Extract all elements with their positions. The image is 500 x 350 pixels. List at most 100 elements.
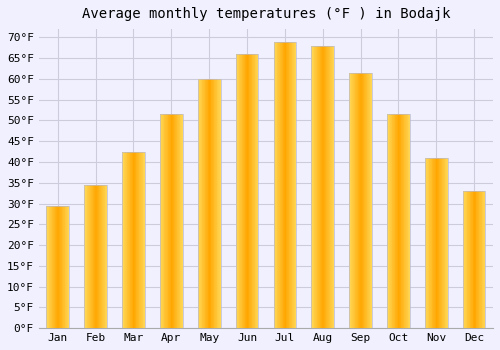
Bar	[179, 114, 180, 328]
Bar	[321, 46, 322, 328]
Bar	[274, 42, 275, 328]
Bar	[360, 73, 362, 328]
Bar	[181, 114, 182, 328]
Bar	[425, 158, 448, 328]
Bar	[218, 79, 219, 328]
Bar	[122, 152, 145, 328]
Bar	[236, 54, 237, 328]
Bar	[481, 191, 482, 328]
Bar	[392, 114, 393, 328]
Bar	[430, 158, 431, 328]
Bar	[405, 114, 406, 328]
Bar	[387, 114, 410, 328]
Bar	[432, 158, 433, 328]
Bar	[64, 206, 66, 328]
Bar	[329, 46, 330, 328]
Bar	[316, 46, 318, 328]
Bar	[97, 185, 98, 328]
Bar	[441, 158, 442, 328]
Bar	[470, 191, 471, 328]
Bar	[293, 42, 294, 328]
Bar	[198, 79, 220, 328]
Bar	[215, 79, 216, 328]
Bar	[198, 79, 220, 328]
Bar	[180, 114, 181, 328]
Bar	[98, 185, 100, 328]
Bar	[434, 158, 435, 328]
Bar	[315, 46, 316, 328]
Bar	[325, 46, 326, 328]
Bar	[403, 114, 404, 328]
Bar	[204, 79, 206, 328]
Bar	[436, 158, 437, 328]
Bar	[446, 158, 447, 328]
Bar	[256, 54, 257, 328]
Bar	[471, 191, 472, 328]
Bar	[312, 46, 313, 328]
Bar	[463, 191, 464, 328]
Bar	[480, 191, 481, 328]
Bar	[142, 152, 144, 328]
Bar	[276, 42, 278, 328]
Bar	[61, 206, 62, 328]
Bar	[314, 46, 315, 328]
Bar	[443, 158, 444, 328]
Bar	[178, 114, 179, 328]
Bar	[219, 79, 220, 328]
Bar	[251, 54, 252, 328]
Bar	[318, 46, 319, 328]
Bar	[465, 191, 466, 328]
Bar	[404, 114, 405, 328]
Bar	[141, 152, 142, 328]
Bar	[134, 152, 135, 328]
Bar	[349, 73, 372, 328]
Bar	[324, 46, 325, 328]
Bar	[274, 42, 296, 328]
Bar	[166, 114, 167, 328]
Bar	[138, 152, 140, 328]
Bar	[388, 114, 390, 328]
Bar	[371, 73, 372, 328]
Bar	[66, 206, 67, 328]
Bar	[428, 158, 430, 328]
Bar	[390, 114, 391, 328]
Bar	[243, 54, 244, 328]
Bar	[440, 158, 441, 328]
Bar	[246, 54, 247, 328]
Bar	[209, 79, 210, 328]
Bar	[162, 114, 163, 328]
Bar	[201, 79, 202, 328]
Bar	[312, 46, 334, 328]
Bar	[365, 73, 366, 328]
Bar	[399, 114, 400, 328]
Bar	[216, 79, 218, 328]
Bar	[282, 42, 284, 328]
Bar	[129, 152, 130, 328]
Bar	[275, 42, 276, 328]
Bar	[468, 191, 469, 328]
Bar	[463, 191, 485, 328]
Bar	[104, 185, 106, 328]
Bar	[126, 152, 128, 328]
Bar	[203, 79, 204, 328]
Bar	[172, 114, 173, 328]
Bar	[359, 73, 360, 328]
Bar	[160, 114, 162, 328]
Bar	[292, 42, 293, 328]
Bar	[58, 206, 59, 328]
Bar	[349, 73, 372, 328]
Bar	[92, 185, 94, 328]
Bar	[130, 152, 131, 328]
Bar	[396, 114, 397, 328]
Bar	[208, 79, 209, 328]
Title: Average monthly temperatures (°F ) in Bodajk: Average monthly temperatures (°F ) in Bo…	[82, 7, 450, 21]
Bar	[248, 54, 250, 328]
Bar	[320, 46, 321, 328]
Bar	[84, 185, 85, 328]
Bar	[56, 206, 57, 328]
Bar	[94, 185, 95, 328]
Bar	[475, 191, 476, 328]
Bar	[236, 54, 258, 328]
Bar	[122, 152, 123, 328]
Bar	[101, 185, 102, 328]
